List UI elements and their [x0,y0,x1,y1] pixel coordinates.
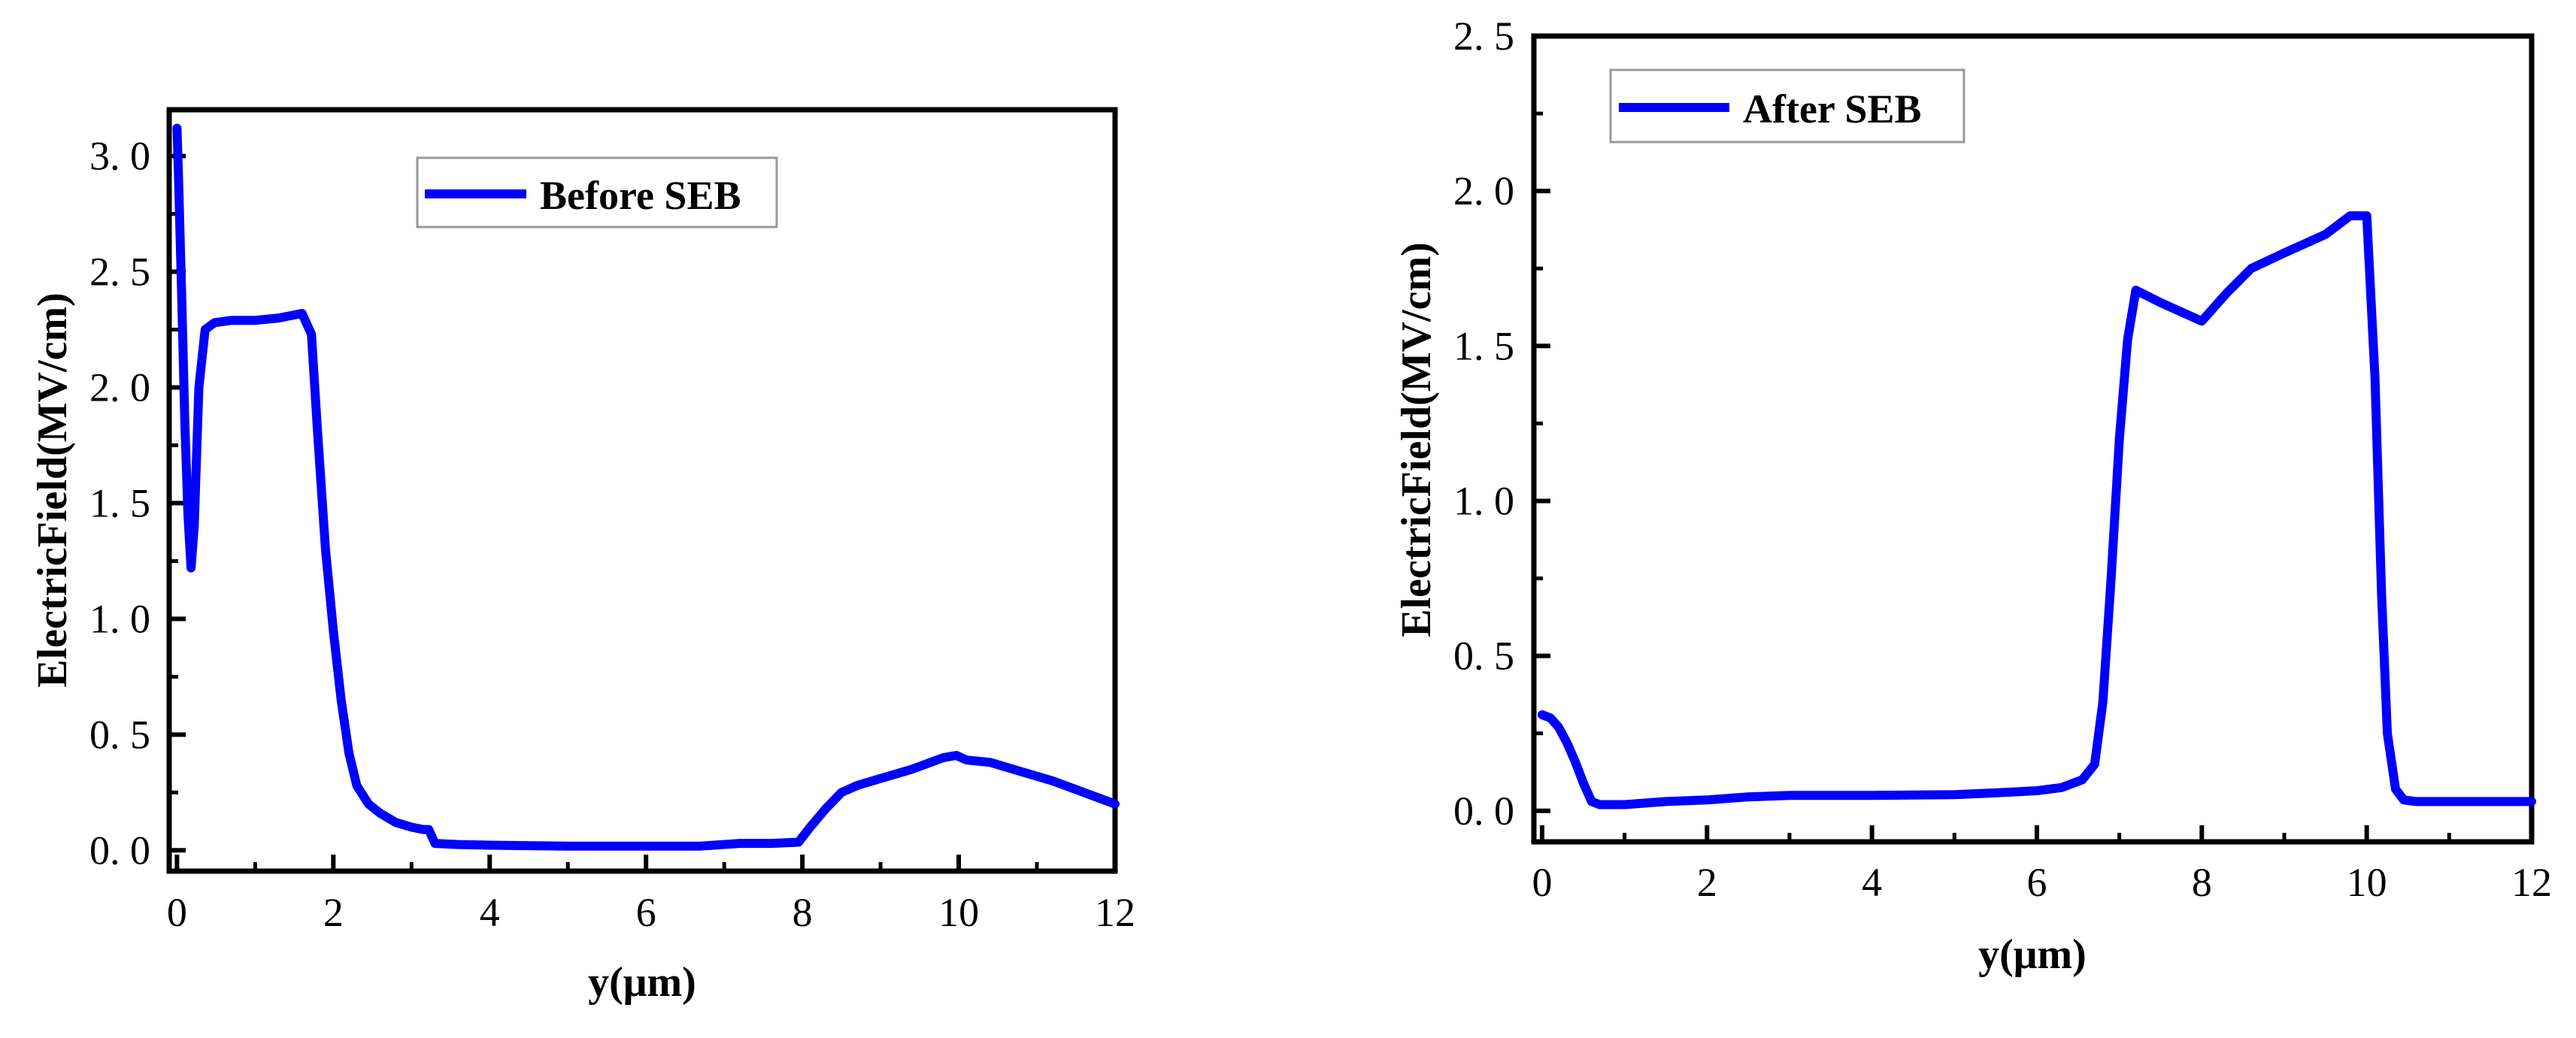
y-axis-title: ElectricField(MV/cm) [29,292,76,688]
chart-before-seb: 0 2 4 6 8 10 12 0. 0 0. 5 1. 0 1. 5 2. 0 2. 5 3. 0 y… [29,107,1135,1006]
y-tick-label: 0. 0 [1453,788,1514,834]
axis-ticks [169,153,1117,871]
series-line [172,123,1120,851]
x-tick-labels: 0 2 4 6 8 10 12 [167,890,1135,935]
x-tick-label: 2 [323,890,344,935]
series-layer [1538,211,2536,810]
x-tick-label: 4 [1862,860,1882,905]
y-tick-label: 2. 5 [89,250,150,295]
x-tick-label: 2 [1697,860,1717,905]
y-tick-label: 0. 0 [89,828,150,873]
plot-frame [1531,33,2535,845]
legend: After SEB [1609,68,1965,144]
y-tick-label: 0. 5 [1453,634,1514,679]
y-tick-labels: 0. 0 0. 5 1. 0 1. 5 2. 0 2. 5 [1453,14,1514,834]
legend: Before SEB [416,156,778,228]
y-tick-label: 1. 0 [1453,478,1514,523]
x-tick-label: 10 [2347,860,2387,905]
y-tick-label: 1. 5 [1453,323,1514,368]
y-tick-label: 3. 0 [89,134,150,179]
series-line [1538,211,2536,810]
y-tick-label: 2. 5 [1453,14,1514,59]
y-axis-title: ElectricField(MV/cm) [1393,242,1440,637]
x-tick-label: 10 [938,890,979,935]
x-tick-label: 12 [2511,860,2552,905]
x-tick-labels: 0 2 4 6 8 10 12 [1532,860,2552,905]
x-tick-label: 0 [1532,860,1552,905]
plot-frame [166,107,1118,874]
legend-box [416,156,778,228]
legend-label: After SEB [1743,86,1922,132]
x-tick-label: 8 [2192,860,2212,905]
x-tick-label: 12 [1095,890,1135,935]
x-tick-label: 6 [636,890,656,935]
x-tick-label: 6 [2026,860,2047,905]
y-tick-label: 2. 0 [1453,168,1514,213]
axis-ticks [1534,34,2534,842]
x-tick-label: 0 [167,890,187,935]
x-axis-title: y(μm) [588,959,696,1006]
y-tick-label: 1. 0 [89,596,150,641]
chart-after-seb: 0 2 4 6 8 10 12 0. 0 0. 5 1. 0 1. 5 2. 0 2. 5 y(μm)… [1393,14,2552,978]
legend-label: Before SEB [540,173,741,218]
x-tick-label: 8 [792,890,813,935]
y-tick-label: 2. 0 [89,365,150,410]
series-layer [172,123,1120,851]
x-axis-title: y(μm) [1978,931,2087,978]
y-tick-labels: 0. 0 0. 5 1. 0 1. 5 2. 0 2. 5 3. 0 [89,134,150,873]
y-tick-label: 1. 5 [89,480,150,525]
y-tick-label: 0. 5 [89,712,150,757]
x-tick-label: 4 [480,890,500,935]
